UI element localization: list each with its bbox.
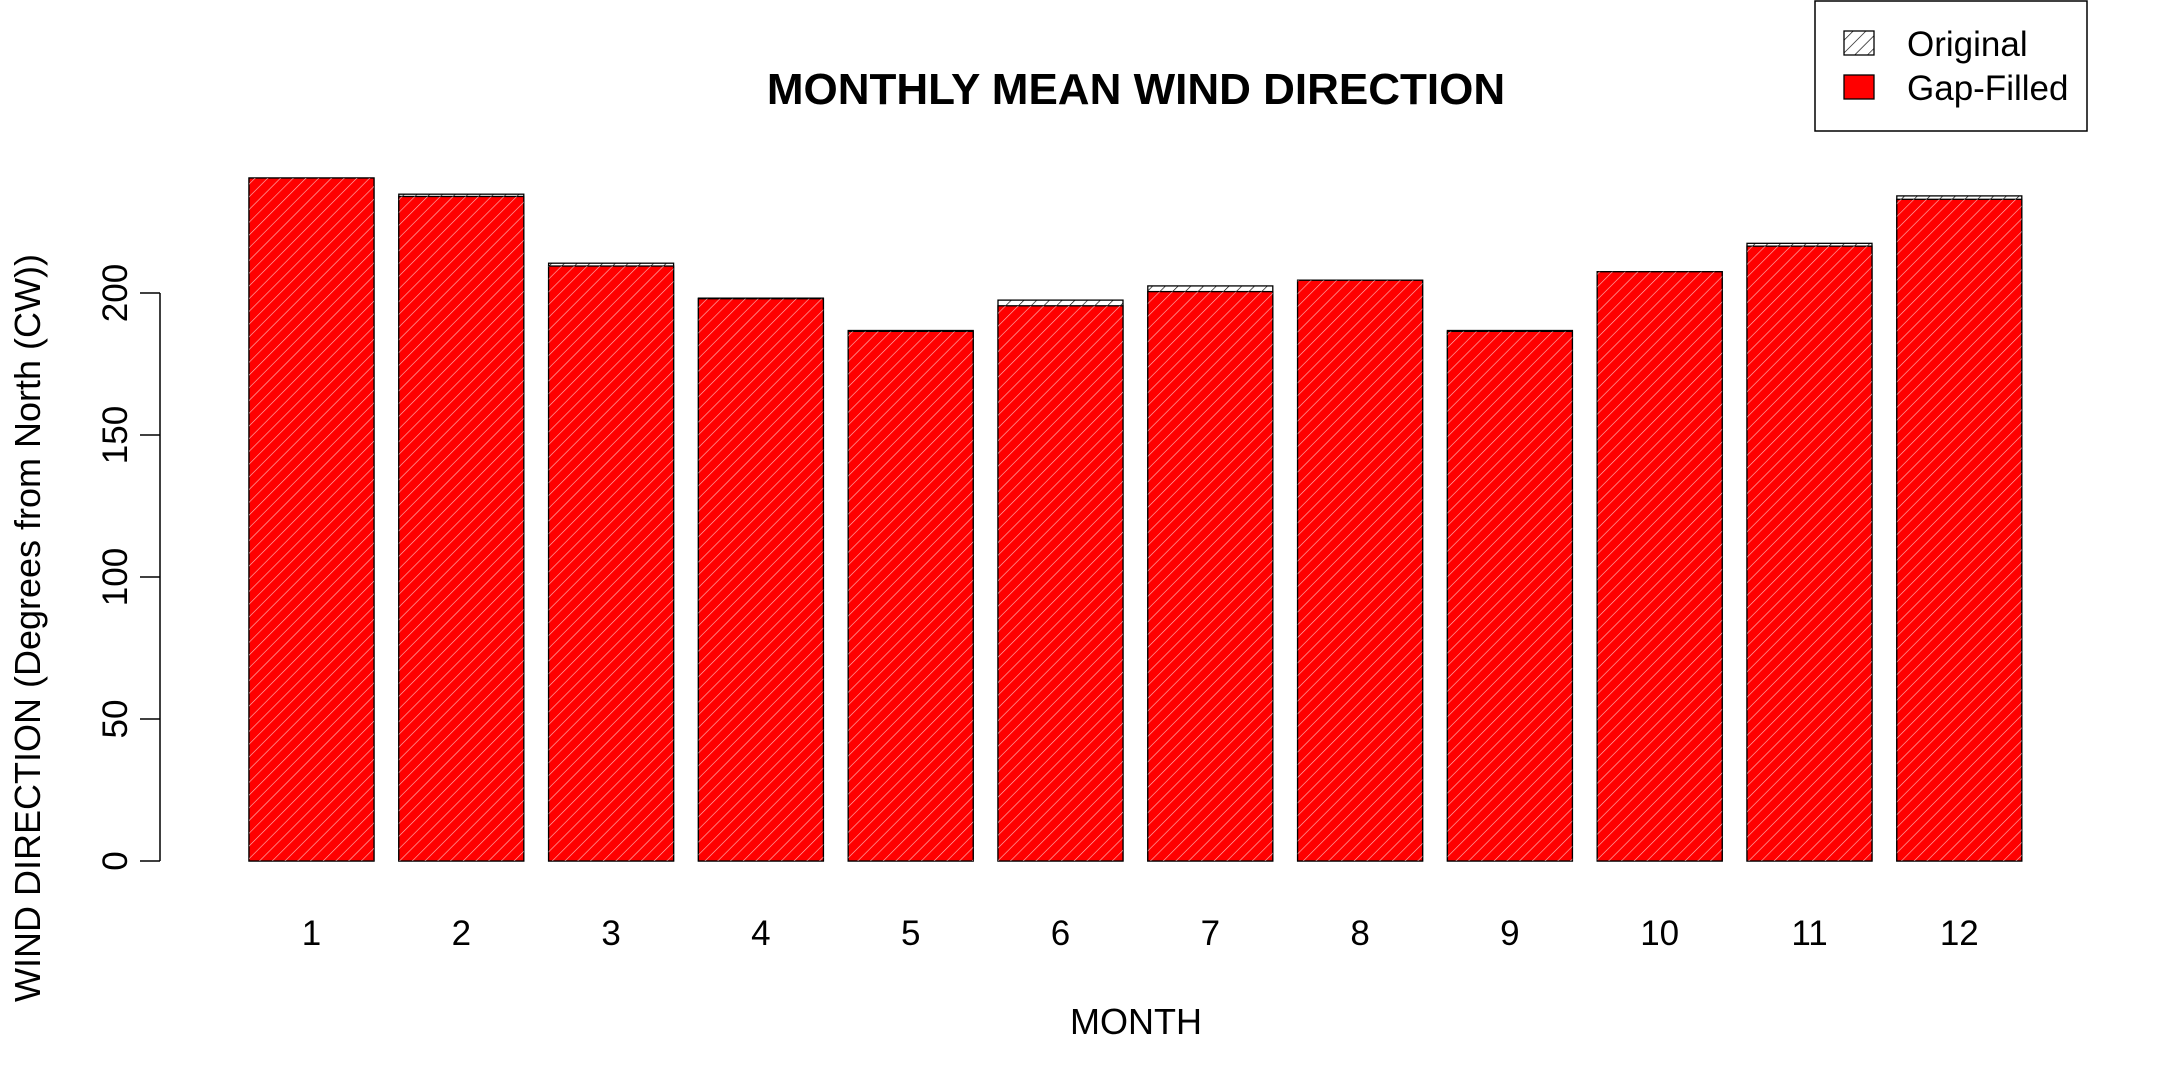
legend-swatch-gap-filled [1843,74,1875,100]
x-tick-label-12: 12 [1940,914,1979,953]
chart-title: MONTHLY MEAN WIND DIRECTION [767,65,1505,114]
y-axis: 0 50 100 150 200 [96,264,161,871]
y-axis-label: WIND DIRECTION (Degrees from North (CW)) [7,254,48,1002]
x-axis-label: MONTH [1070,1001,1202,1042]
bar-gap-filled-hatch-10 [1597,271,1723,861]
x-tick-label-9: 9 [1500,914,1519,953]
x-tick-label-10: 10 [1640,914,1679,953]
x-tick-label-8: 8 [1350,914,1369,953]
x-tick-label-6: 6 [1051,914,1070,953]
legend: Original Gap-Filled [1814,0,2088,132]
x-tick-label-3: 3 [601,914,620,953]
legend-swatch-original [1843,30,1875,56]
bar-gap-filled-hatch-6 [998,305,1123,861]
y-tick-label-0: 0 [96,851,135,870]
bars [248,177,2023,862]
x-tick-label-5: 5 [901,914,920,953]
bar-gap-filled-hatch-2 [398,196,524,861]
x-tick-label-4: 4 [751,914,770,953]
y-tick-label-100: 100 [96,548,135,606]
bar-gap-filled-hatch-3 [548,266,674,861]
x-tick-labels: 1 2 3 4 5 6 7 8 9 10 11 12 [302,914,1979,953]
x-tick-label-1: 1 [302,914,321,953]
bar-gap-filled-hatch-8 [1297,280,1423,861]
bar-gap-filled-hatch-5 [848,331,974,862]
bar-gap-filled-hatch-1 [249,178,374,861]
bar-gap-filled-hatch-11 [1747,246,1872,861]
x-tick-label-11: 11 [1791,914,1827,953]
y-tick-label-150: 150 [96,406,135,464]
legend-label-gap-filled: Gap-Filled [1907,69,2068,108]
legend-box [1814,0,2088,132]
x-tick-label-7: 7 [1201,914,1220,953]
bar-gap-filled-hatch-4 [698,298,824,861]
y-tick-label-50: 50 [96,700,135,739]
legend-label-original: Original [1907,25,2028,64]
bar-gap-filled-hatch-12 [1896,199,2022,861]
bar-gap-filled-hatch-9 [1447,331,1573,862]
bar-gap-filled-hatch-7 [1147,291,1273,861]
x-tick-label-2: 2 [452,914,471,953]
y-tick-label-200: 200 [96,264,135,322]
